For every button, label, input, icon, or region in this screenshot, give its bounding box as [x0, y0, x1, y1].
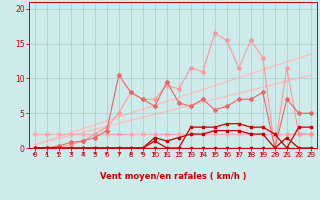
X-axis label: Vent moyen/en rafales ( km/h ): Vent moyen/en rafales ( km/h ): [100, 172, 246, 181]
